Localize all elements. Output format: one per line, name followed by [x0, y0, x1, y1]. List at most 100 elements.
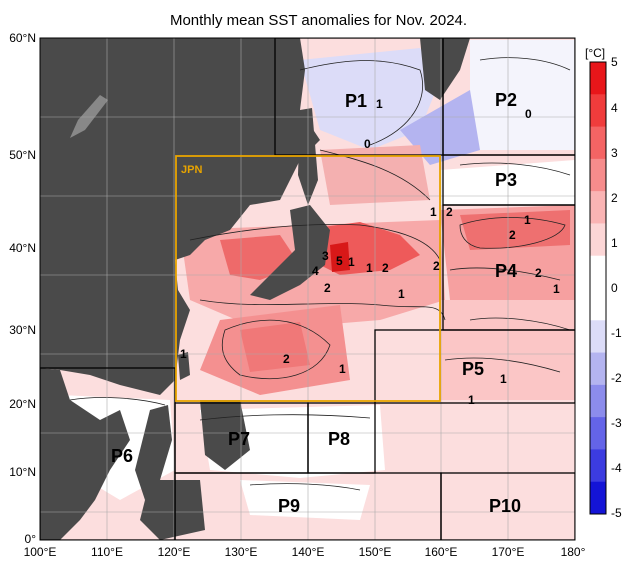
colorbar-cell — [590, 62, 606, 95]
colorbar-cell — [590, 255, 606, 289]
region-boxes — [40, 38, 575, 540]
colorbar-tick: 1 — [611, 236, 618, 250]
strong-warm-anomaly — [300, 222, 420, 275]
region-label-p2: P2 — [495, 90, 517, 110]
contour-label: 1 — [348, 255, 355, 269]
neutral-anomaly-area — [470, 40, 575, 150]
warm-anomaly-area — [440, 300, 575, 400]
colorbar-cell — [590, 94, 606, 128]
latitude-labels: 60°N 50°N 40°N 30°N 20°N 10°N 0° — [9, 31, 36, 546]
map-title: Monthly mean SST anomalies for Nov. 2024… — [169, 12, 468, 29]
region-label-p8: P8 — [328, 429, 350, 449]
colorbar-cell — [590, 417, 606, 450]
kamchatka-peninsula — [420, 38, 470, 100]
region-label-p3: P3 — [495, 170, 517, 190]
contour-label: 1 — [398, 287, 405, 301]
contour-label: 2 — [324, 281, 331, 295]
strong-warm-anomaly — [240, 322, 310, 372]
jpn-region-box — [175, 155, 441, 402]
colorbar-tick: 5 — [611, 55, 618, 69]
contour-label: 1 — [500, 372, 507, 386]
lon-label-100e: 100°E — [24, 545, 57, 559]
colorbar-cell — [590, 352, 606, 386]
colorbar-tick: -1 — [611, 326, 622, 340]
colorbar-cell — [590, 320, 606, 354]
contour-label: 2 — [283, 352, 290, 366]
region-label-p9: P9 — [278, 496, 300, 516]
contour-label: 2 — [446, 205, 453, 219]
map-field — [40, 38, 575, 540]
colorbar-tick: 3 — [611, 146, 618, 160]
lat-label-20n: 20°N — [9, 397, 36, 411]
neutral-anomaly-area — [240, 480, 370, 520]
lat-label-40n: 40°N — [9, 241, 36, 255]
lat-label-60n: 60°N — [9, 31, 36, 45]
colorbar-tick-labels: 5 4 3 2 1 0 -1 -2 -3 -4 -5 — [611, 55, 622, 520]
longitude-labels: 100°E 110°E 120°E 130°E 140°E 150°E 160°… — [24, 545, 586, 559]
malay-landmass — [135, 405, 172, 500]
lon-label-170e: 170°E — [492, 545, 525, 559]
contour-label: 1 — [376, 97, 383, 111]
colorbar-tick: 0 — [611, 281, 618, 295]
region-label-p7: P7 — [228, 429, 250, 449]
contour-label: 1 — [180, 347, 187, 361]
lat-label-30n: 30°N — [9, 323, 36, 337]
taiwan-island — [178, 352, 190, 380]
borneo-island — [140, 480, 205, 540]
colorbar-cell — [590, 158, 606, 192]
contour-label: 4 — [312, 264, 319, 278]
asian-continent — [40, 38, 320, 395]
colorbar-cell — [590, 126, 606, 160]
lat-label-0: 0° — [25, 532, 37, 546]
neutral-anomaly-area — [200, 405, 385, 478]
colorbar-tick: -5 — [611, 506, 622, 520]
anomaly-contours — [69, 57, 571, 491]
colorbar-tick: -2 — [611, 371, 622, 385]
colorbar-tick: -3 — [611, 416, 622, 430]
japan-islands — [250, 205, 330, 300]
lon-label-120e: 120°E — [158, 545, 191, 559]
lon-label-160e: 160°E — [425, 545, 458, 559]
region-label-p5: P5 — [462, 359, 484, 379]
colorbar-tick: 4 — [611, 101, 618, 115]
philippines-islands — [200, 400, 250, 470]
lon-label-110e: 110°E — [91, 545, 123, 559]
contour-label: 1 — [339, 362, 346, 376]
lon-label-140e: 140°E — [292, 545, 325, 559]
jpn-label: JPN — [181, 164, 202, 176]
colorbar-frame — [589, 61, 607, 515]
colorbar-cell — [590, 191, 606, 224]
map-frame — [39, 37, 576, 541]
colorbar-cell — [590, 481, 606, 515]
colorbar — [590, 62, 606, 515]
region-label-p1: P1 — [345, 91, 367, 111]
contour-label: 0 — [525, 107, 532, 121]
colorbar-tick: 2 — [611, 191, 618, 205]
colorbar-cell — [590, 223, 606, 257]
contour-label: 1 — [366, 261, 373, 275]
contour-label: 2 — [382, 261, 389, 275]
colorbar-cell — [590, 449, 606, 483]
colorbar-cell — [590, 384, 606, 418]
contour-label: 5 — [336, 254, 343, 268]
lake-baikal — [70, 95, 108, 138]
contour-label: 1 — [553, 282, 560, 296]
lat-label-50n: 50°N — [9, 148, 36, 162]
lon-label-150e: 150°E — [359, 545, 392, 559]
contour-label: 1 — [524, 213, 531, 227]
neutral-anomaly-area — [440, 160, 575, 205]
contour-label: 3 — [322, 249, 329, 263]
colorbar-cell — [590, 288, 606, 321]
contour-label: 1 — [468, 393, 475, 407]
colorbar-unit: [°C] — [585, 46, 605, 60]
contour-value-labels: 1 0 0 1 2 1 2 3 1 5 4 1 2 2 1 2 2 1 2 1 … — [180, 97, 560, 407]
region-label-p4: P4 — [495, 261, 517, 281]
contour-label: 2 — [509, 228, 516, 242]
strong-warm-anomaly — [330, 242, 350, 272]
colorbar-tick: -4 — [611, 461, 622, 475]
contour-label: 2 — [433, 259, 440, 273]
indochina-peninsula — [40, 368, 130, 540]
contour-label: 2 — [535, 266, 542, 280]
region-label-p10: P10 — [489, 496, 521, 516]
